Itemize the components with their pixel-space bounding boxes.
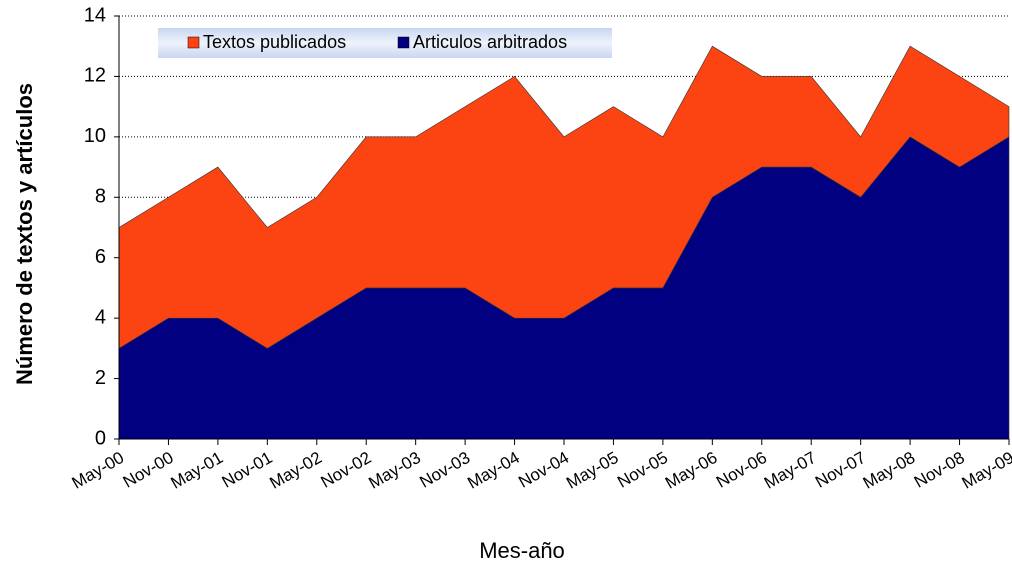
x-tick-label: May-07 xyxy=(761,448,820,493)
y-tick-label: 0 xyxy=(95,427,106,449)
x-tick-label: May-06 xyxy=(662,448,721,493)
x-tick-label: Nov-04 xyxy=(515,448,572,492)
y-axis-title: Número de textos y artículos xyxy=(12,83,37,385)
x-tick-label: May-03 xyxy=(365,448,424,493)
area xyxy=(118,45,1010,349)
legend: Textos publicados Articulos arbitrados xyxy=(158,28,612,58)
plot-area: 02468101214May-00Nov-00May-01Nov-01May-0… xyxy=(69,4,1012,492)
x-tick-label: May-01 xyxy=(168,448,227,493)
y-tick-label: 10 xyxy=(84,125,106,147)
x-tick-label: Nov-03 xyxy=(416,448,473,492)
x-tick-label: May-04 xyxy=(464,448,523,493)
x-tick-label: Nov-05 xyxy=(614,448,671,492)
y-tick-label: 14 xyxy=(84,4,106,26)
legend-label: Textos publicados xyxy=(203,32,346,52)
x-tick-label: May-00 xyxy=(69,448,128,493)
x-axis-title: Mes-año xyxy=(479,538,565,563)
x-tick-label: May-08 xyxy=(860,448,919,493)
legend-label: Articulos arbitrados xyxy=(413,32,567,52)
legend-box xyxy=(158,28,612,58)
x-tick-label: Nov-08 xyxy=(911,448,968,492)
x-tick-label: Nov-02 xyxy=(317,448,374,492)
x-tick-label: Nov-06 xyxy=(713,448,770,492)
y-tick-label: 6 xyxy=(95,246,106,268)
x-tick-label: Nov-07 xyxy=(812,448,869,492)
y-tick-label: 2 xyxy=(95,367,106,389)
legend-swatch xyxy=(397,36,410,49)
y-tick-label: 12 xyxy=(84,65,106,87)
x-tick-label: Nov-00 xyxy=(120,448,177,492)
y-tick-label: 4 xyxy=(95,306,106,328)
x-tick-label: Nov-01 xyxy=(219,448,276,492)
y-tick-label: 8 xyxy=(95,186,106,208)
x-tick-label: May-05 xyxy=(563,448,622,493)
x-tick-label: May-09 xyxy=(959,448,1012,493)
legend-swatch xyxy=(187,36,200,49)
x-tick-label: May-02 xyxy=(266,448,325,493)
